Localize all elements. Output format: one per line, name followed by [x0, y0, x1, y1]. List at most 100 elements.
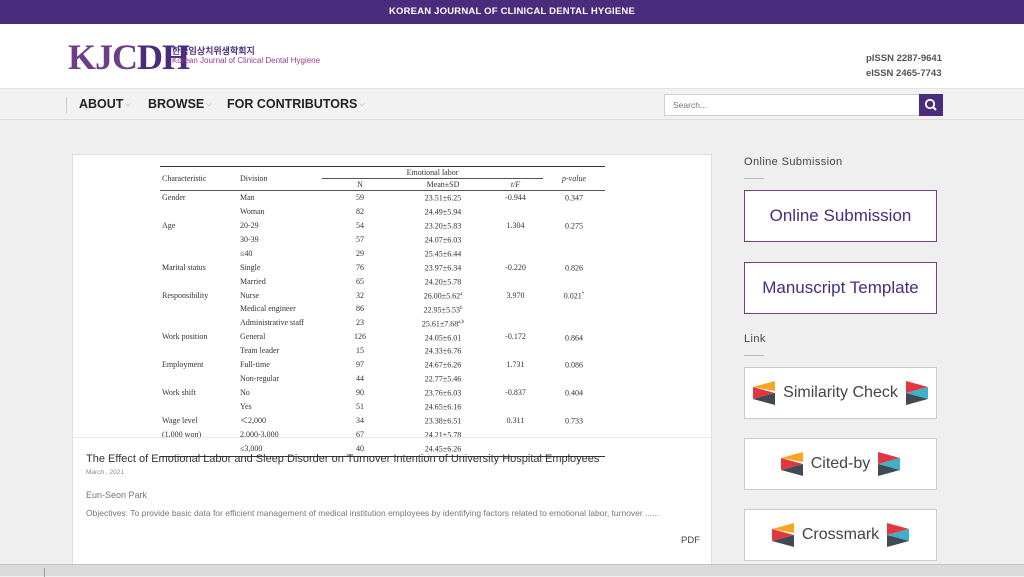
crossmark-link[interactable]: Crossmark [744, 509, 937, 561]
cell-division: Married [240, 276, 266, 286]
cell-division: ≤3,000 [238, 442, 322, 458]
cell-division: Non-regular [240, 374, 280, 384]
cell-characteristic: Age [162, 220, 176, 230]
cell-characteristic [160, 400, 238, 414]
logo-english-name: Korean Journal of Clinical Dental Hygien… [172, 56, 321, 65]
cell-division: Nurse [240, 290, 260, 300]
cell-p-value: 0.826 [565, 263, 583, 273]
cell-n: 44 [356, 374, 364, 384]
cell-tf: 3.970 [506, 290, 525, 300]
table-body: Gender Man 59 23.51±6.25 -0.944 0.347 Woman 82 2… [160, 191, 605, 458]
cell-mean-sd: 26.00±5.62a [423, 291, 463, 301]
cell-tf [488, 428, 543, 442]
search-input[interactable] [664, 94, 920, 116]
cell-p-value: 0.021* [563, 291, 585, 301]
table-row: Administrative staff 23 25.61±7.68a,b [160, 317, 605, 331]
chevron-down-icon: ⌵ [359, 100, 365, 108]
table-row: Responsibility Nurse 32 26.00±5.62a 3.970 0.0… [160, 289, 605, 303]
cell-characteristic: Gender [162, 192, 186, 202]
cell-n: 32 [356, 290, 364, 300]
cell-n: 97 [356, 360, 364, 370]
cell-division: Single [240, 262, 261, 272]
cell-division: Woman [240, 206, 265, 216]
table-row: Medical engineer 86 22.95±5.53b [160, 303, 605, 317]
cell-mean-sd: 24.20±5.78 [424, 277, 462, 287]
cell-tf: 1.731 [506, 360, 525, 370]
cell-n: 34 [356, 416, 364, 426]
th-characteristic: Characteristic [160, 166, 238, 191]
cell-division: ≤40 [240, 248, 253, 258]
table-row: 30-39 57 24.07±6.03 [160, 233, 605, 247]
heading-underline [744, 355, 764, 356]
article-date: March , 2021 [86, 469, 124, 476]
search-button[interactable] [919, 94, 943, 116]
scroll-tick [44, 568, 45, 577]
cell-characteristic: Wage level [162, 416, 198, 426]
cited-by-logo-row: Cited-by [745, 439, 936, 489]
cell-division: 20-29 [240, 220, 259, 230]
cell-p-value [543, 247, 605, 261]
table-row: Employment Full-time 97 24.67±6.26 1.731 0.08… [160, 358, 605, 372]
crossref-right-icon [905, 381, 928, 405]
cell-p-value: 0.347 [565, 193, 583, 203]
search-icon [924, 98, 937, 111]
cell-characteristic [160, 233, 238, 247]
cell-division: Team leader [240, 346, 280, 356]
cell-n: 29 [356, 248, 364, 258]
link-heading: Link [744, 333, 766, 345]
similarity-check-link[interactable]: Similarity Check [744, 367, 937, 419]
cell-p-value [543, 303, 605, 317]
nav-browse[interactable]: BROWSE ⌵ [148, 97, 212, 111]
bottom-scroll-bar[interactable] [0, 564, 1024, 577]
cell-n: 40 [322, 442, 398, 458]
chevron-down-icon: ⌵ [206, 100, 212, 108]
cell-tf [488, 372, 543, 386]
cell-division: Full-time [240, 360, 270, 370]
article-title-link[interactable]: The Effect of Emotional Labor and Sleep … [86, 453, 600, 465]
cell-n: 54 [356, 220, 364, 230]
cell-mean-sd: 25.61±7.68a,b [421, 319, 465, 329]
cell-mean-sd: 24.07±6.03 [424, 235, 462, 245]
manuscript-template-button[interactable]: Manuscript Template [744, 262, 937, 314]
issn-block: pISSN 2287-9641 eISSN 2465-7743 [866, 51, 942, 81]
cell-tf [488, 247, 543, 261]
cell-characteristic: Work shift [162, 388, 196, 398]
nav-about[interactable]: ABOUT ⌵ [79, 97, 131, 111]
journal-logo[interactable]: KJCDH [68, 37, 190, 77]
table-row: Non-regular 44 22.77±5.46 [160, 372, 605, 386]
article-table-image: Characteristic Division Emotional labor … [160, 166, 605, 458]
pissn: pISSN 2287-9641 [865, 53, 942, 64]
cited-by-link[interactable]: Cited-by [744, 438, 937, 490]
cell-mean-sd: 23.38±6.51 [424, 416, 462, 426]
cell-mean-sd: 23.20±5.83 [424, 221, 462, 231]
cell-tf [488, 303, 543, 317]
cell-division: ＜2,000 [240, 416, 266, 426]
site-header: KJCDH 한국임상치위생학회지 Korean Journal of Clini… [0, 24, 1024, 88]
cell-tf: 1.304 [506, 220, 525, 230]
cell-n: 15 [356, 346, 364, 356]
cell-p-value [543, 205, 605, 219]
table-row: (1,000 won) 2,000-3,000 67 24.21±5.78 [160, 428, 605, 442]
nav-for-contributors[interactable]: FOR CONTRIBUTORS ⌵ [227, 97, 365, 111]
table-row: Work position General 126 24.05±6.01 -0.172 0… [160, 331, 605, 345]
cell-mean-sd: 24.49±5.94 [424, 207, 462, 217]
cell-p-value [543, 275, 605, 289]
table-row: Wage level ＜2,000 34 23.38±6.51 0.311 0.733 [160, 414, 605, 428]
online-submission-button[interactable]: Online Submission [744, 190, 937, 242]
th-p-value: p-value [543, 166, 605, 191]
cell-division: General [240, 332, 266, 342]
cell-tf: -0.220 [505, 262, 526, 272]
cell-tf [488, 317, 543, 331]
cell-mean-sd: 24.65±6.16 [424, 402, 462, 412]
cell-mean-sd: 24.67±6.26 [424, 361, 462, 371]
cell-p-value: 0.404 [565, 389, 583, 398]
cell-n: 90 [356, 388, 364, 398]
table-row: Work shift No 90 23.76±6.03 -0.837 0.404 [160, 386, 605, 400]
cell-mean-sd: 24.45±6.26 [398, 442, 488, 458]
article-abstract: Objectives: To provide basic data for ef… [86, 508, 660, 518]
pdf-link[interactable]: PDF [681, 535, 700, 546]
cell-characteristic: Employment [162, 360, 204, 370]
logo-kjc: KJC [68, 37, 138, 77]
th-division: Division [238, 166, 322, 191]
cell-mean-sd: 24.33±6.76 [424, 347, 462, 357]
